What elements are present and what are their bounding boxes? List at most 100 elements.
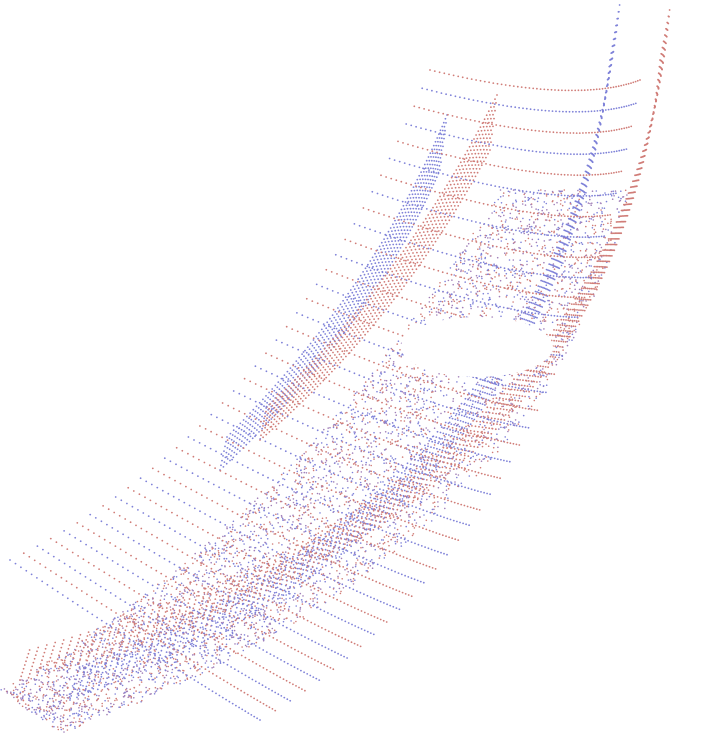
floor-point	[444, 312, 446, 314]
floor-point	[121, 657, 123, 660]
floor-point	[350, 466, 352, 469]
floor-point	[406, 448, 408, 450]
floor-point	[447, 488, 450, 490]
floor-point	[14, 686, 17, 688]
floor-point	[578, 323, 581, 326]
floor-point	[370, 473, 372, 475]
floor-point	[415, 522, 418, 524]
floor-point	[507, 430, 509, 433]
floor-point	[253, 643, 255, 645]
floor-point	[573, 284, 576, 287]
floor-point	[401, 433, 403, 436]
floor-point	[386, 498, 389, 501]
floor-point	[45, 713, 48, 715]
floor-point	[453, 460, 456, 462]
floor-point	[399, 366, 402, 369]
floor-point	[170, 631, 172, 634]
floor-point	[31, 699, 34, 702]
floor-point	[562, 247, 564, 250]
floor-point	[296, 518, 298, 521]
floor-point	[86, 698, 89, 700]
floor-point	[597, 280, 600, 282]
floor-point	[560, 288, 563, 290]
floor-point	[480, 271, 482, 273]
floor-point	[348, 512, 350, 514]
floor-point	[514, 423, 516, 425]
floor-point	[404, 393, 407, 396]
floor-point	[262, 555, 265, 557]
floor-point	[466, 272, 468, 275]
floor-point	[103, 652, 105, 654]
floor-point	[66, 718, 69, 721]
floor-point	[64, 664, 66, 667]
floor-point	[435, 466, 437, 469]
floor-point	[55, 699, 57, 701]
floor-point	[312, 585, 314, 587]
floor-point	[293, 491, 295, 493]
floor-point	[432, 502, 434, 504]
floor-point	[327, 427, 330, 429]
floor-point	[237, 637, 239, 640]
floor-point	[403, 420, 406, 422]
floor-point	[395, 533, 398, 535]
floor-point	[75, 669, 78, 671]
floor-point	[19, 691, 22, 694]
floor-point	[163, 676, 166, 679]
floor-point	[507, 225, 509, 228]
floor-point	[130, 609, 133, 612]
floor-point	[302, 562, 304, 564]
floor-point	[243, 543, 245, 545]
floor-point	[567, 209, 569, 211]
floor-point	[411, 489, 413, 492]
floor-point	[256, 589, 259, 592]
floor-point	[395, 375, 398, 378]
floor-point	[332, 441, 335, 444]
floor-point	[595, 190, 598, 192]
floor-point	[600, 225, 602, 227]
floor-point	[236, 550, 238, 553]
floor-point	[559, 252, 561, 255]
floor-point	[463, 262, 466, 265]
floor-point	[454, 422, 457, 425]
floor-point	[167, 665, 169, 668]
floor-point	[337, 463, 339, 465]
floor-point	[47, 676, 50, 679]
floor-point	[277, 522, 280, 524]
floor-point	[506, 438, 509, 441]
floor-point	[464, 413, 467, 416]
floor-point	[562, 213, 565, 216]
floor-point	[296, 539, 298, 542]
floor-point	[464, 389, 467, 391]
floor-point	[6, 690, 9, 693]
floor-point	[59, 718, 62, 720]
floor-point	[66, 670, 68, 673]
floor-point	[404, 507, 406, 509]
floor-point	[234, 643, 236, 645]
floor-point	[250, 625, 253, 628]
floor-point	[211, 636, 214, 638]
floor-point	[228, 601, 230, 604]
floor-point	[621, 196, 624, 198]
floor-point	[417, 399, 420, 401]
floor-point	[385, 448, 387, 450]
floor-point	[225, 587, 228, 590]
floor-point	[504, 254, 507, 256]
floor-point	[416, 447, 419, 449]
floor-point	[513, 266, 516, 269]
floor-point	[527, 237, 530, 240]
floor-point	[265, 543, 268, 545]
floor-point	[476, 439, 478, 442]
floor-point	[389, 379, 392, 382]
floor-point	[385, 354, 387, 357]
floor-point	[367, 485, 370, 488]
floor-point	[607, 222, 609, 225]
floor-point	[428, 388, 431, 391]
floor-point	[134, 629, 137, 632]
floor-point	[499, 189, 502, 191]
floor-point	[394, 465, 397, 468]
floor-point	[241, 579, 244, 581]
floor-point	[456, 381, 458, 383]
floor-point	[201, 583, 204, 585]
floor-point	[89, 634, 91, 636]
floor-point	[288, 561, 290, 564]
